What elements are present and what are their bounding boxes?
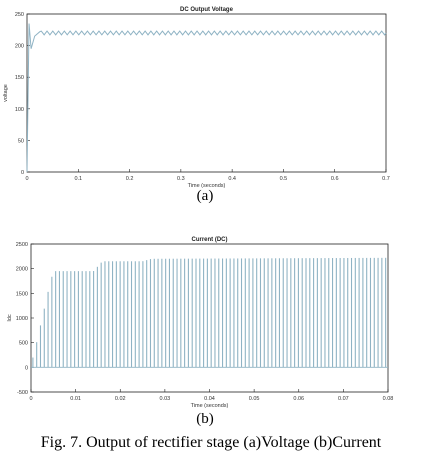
y-tick-label: 250 (15, 12, 24, 18)
current-chart: 0 0.01 0.02 0.03 0.04 0.05 0.06 0.07 0.08-500050… (7, 237, 393, 409)
subfigure-label-b: (b) (196, 411, 214, 427)
x-tick-label: 0.04 (204, 396, 215, 402)
y-tick-label: 50 (18, 138, 24, 144)
x-tick-label: 0.08 (383, 396, 394, 402)
x-tick-label: 0.1 (74, 176, 82, 182)
plot-area (30, 243, 389, 393)
y-tick-label: 200 (15, 44, 24, 50)
y-tick-label: 0 (21, 170, 24, 176)
x-tick-label: 0.2 (126, 176, 134, 182)
y-tick-label: 0 (25, 365, 28, 371)
y-tick-label: -500 (17, 390, 28, 396)
y-axis-label: Idc (7, 314, 13, 322)
voltage-chart: 0 0.1 0.2 0.3 0.4 0.5 0.6 0.7 0 50 100 150 200 250 DC … (3, 7, 390, 189)
x-tick-label: 0.7 (382, 176, 390, 182)
x-tick-label: 0.05 (249, 396, 260, 402)
y-tick-label: 2000 (16, 267, 28, 273)
x-tick-label: 0.01 (70, 396, 81, 402)
x-axis-label: Time (seconds) (188, 183, 226, 189)
y-tick-label: 100 (15, 107, 24, 113)
chart-title: Current (DC) (192, 237, 228, 243)
x-tick-label: 0.5 (280, 176, 288, 182)
x-tick-label: 0.06 (293, 396, 304, 402)
x-axis-label: Time (seconds) (191, 403, 229, 409)
y-tick-label: 150 (15, 75, 24, 81)
x-tick-label: 0 (25, 176, 28, 182)
x-tick-label: 0.4 (228, 176, 236, 182)
subfigure-label-a: (a) (196, 188, 214, 204)
figure-caption: Fig. 7. Output of rectifier stage (a)Vol… (40, 434, 382, 451)
x-tick-label: 0.07 (338, 396, 349, 402)
x-tick-label: 0.6 (331, 176, 339, 182)
y-tick-label: 500 (19, 341, 28, 347)
x-tick-label: 0 (29, 396, 32, 402)
y-tick-label: 1000 (16, 316, 28, 322)
x-tick-label: 0.03 (160, 396, 171, 402)
x-tick-label: 0.02 (115, 396, 126, 402)
x-tick-label: 0.3 (177, 176, 185, 182)
plot-area (26, 13, 387, 173)
y-tick-label: 1500 (16, 291, 28, 297)
y-tick-label: 2500 (16, 242, 28, 248)
y-axis-label: voltage (3, 84, 9, 102)
voltage-series-line (26, 23, 387, 173)
chart-title: DC Output Voltage (180, 7, 234, 13)
